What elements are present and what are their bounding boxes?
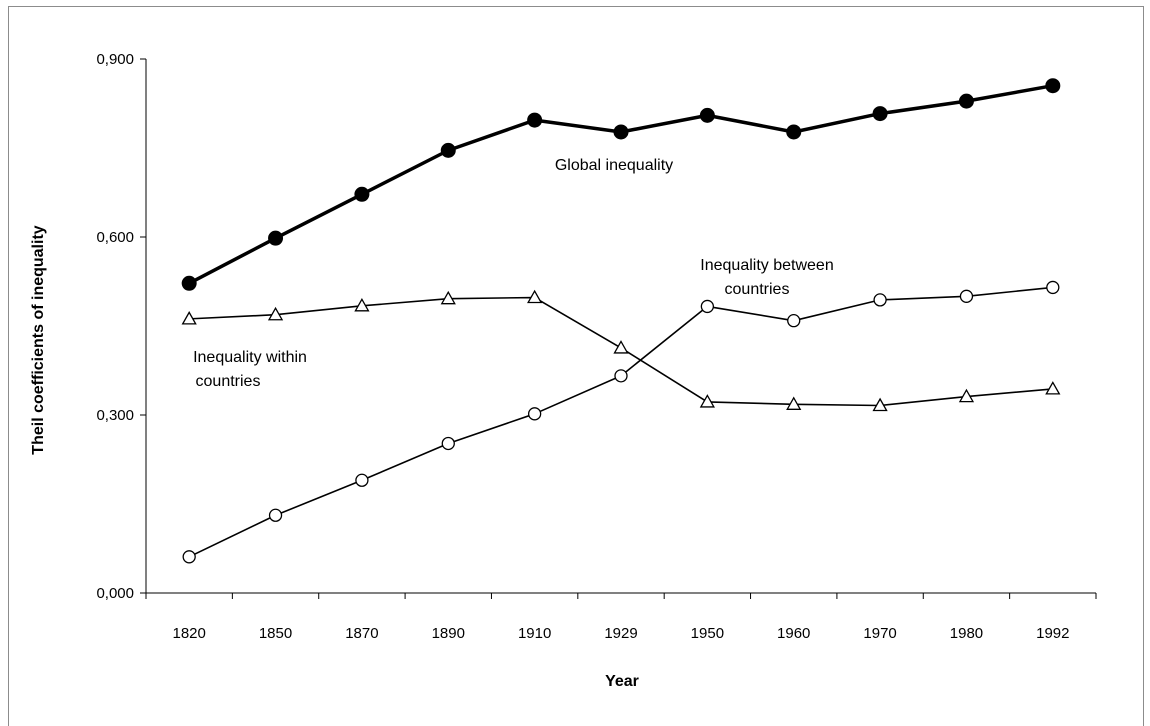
point-within xyxy=(354,298,370,312)
point-global xyxy=(181,275,197,291)
y-tick-label: 0,600 xyxy=(96,229,134,246)
point-between xyxy=(268,508,283,522)
annotation-within-line2: countries xyxy=(196,373,261,390)
series-global xyxy=(181,78,1061,291)
point-between xyxy=(1046,280,1060,295)
point-global xyxy=(354,186,370,202)
x-tick-label: 1929 xyxy=(604,625,637,642)
point-between xyxy=(355,473,369,487)
point-global xyxy=(872,106,888,122)
point-global xyxy=(613,124,629,140)
point-within xyxy=(699,394,715,408)
point-within xyxy=(786,396,802,410)
x-tick-label: 1870 xyxy=(345,625,378,642)
x-tick-label: 1890 xyxy=(432,625,465,642)
annotation-within-line1: Inequality within xyxy=(193,349,307,366)
point-within xyxy=(613,340,629,354)
series-within xyxy=(181,289,1061,412)
point-within xyxy=(527,289,543,304)
x-tick-label: 1960 xyxy=(777,625,810,642)
point-between xyxy=(873,293,887,307)
point-within xyxy=(440,290,456,305)
point-between xyxy=(441,436,455,451)
point-within xyxy=(872,397,888,412)
y-axis-title: Theil coefficients of inequality xyxy=(30,225,47,454)
series-layer xyxy=(181,78,1061,564)
point-between xyxy=(787,314,801,328)
point-global xyxy=(268,230,284,246)
point-between xyxy=(182,550,196,564)
y-tick-label: 0,000 xyxy=(96,585,134,602)
y-tick-label: 0,300 xyxy=(96,407,134,424)
point-global xyxy=(786,124,802,140)
point-within xyxy=(958,388,975,403)
x-tick-label: 1950 xyxy=(691,625,724,642)
point-between xyxy=(959,289,974,303)
point-global xyxy=(527,112,543,128)
point-within xyxy=(181,311,197,325)
annotation-between-line2: countries xyxy=(725,281,790,298)
x-tick-label: 1970 xyxy=(863,625,896,642)
x-tick-label: 1980 xyxy=(950,625,983,642)
series-line-global xyxy=(188,83,1054,285)
point-global xyxy=(440,142,456,158)
x-tick-label: 1820 xyxy=(172,625,205,642)
annotation-global-inequality: Global inequality xyxy=(555,157,673,174)
point-within xyxy=(1045,381,1061,395)
x-tick-label: 1850 xyxy=(259,625,292,642)
point-between xyxy=(700,299,715,314)
annotation-between-line1: Inequality between xyxy=(700,257,833,274)
y-tick-label: 0,900 xyxy=(96,51,134,68)
x-axis-title: Year xyxy=(605,673,639,690)
point-global xyxy=(958,93,974,109)
series-between xyxy=(182,280,1060,564)
point-global xyxy=(699,107,715,123)
x-tick-label: 1992 xyxy=(1036,625,1069,642)
axes: 0,000 0,300 0,600 0,900 1820 1850 1870 1890 1910… xyxy=(96,51,1097,642)
point-between xyxy=(614,369,628,383)
x-tick-label: 1910 xyxy=(518,625,551,642)
point-global xyxy=(1045,78,1061,94)
point-between xyxy=(527,407,542,421)
point-within xyxy=(267,306,284,321)
series-line-between xyxy=(188,286,1053,558)
